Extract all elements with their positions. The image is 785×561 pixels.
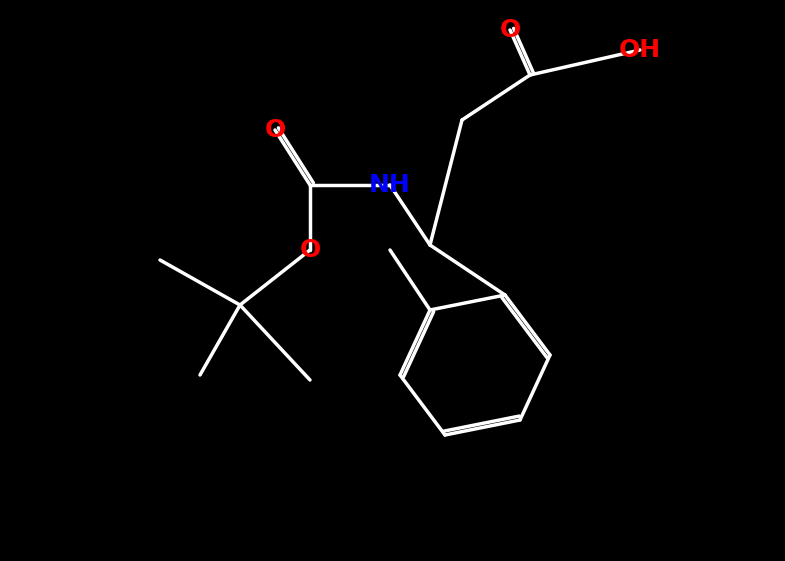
Text: O: O: [265, 118, 286, 142]
Text: OH: OH: [619, 38, 661, 62]
Text: O: O: [499, 18, 520, 42]
Text: NH: NH: [369, 173, 411, 197]
Text: O: O: [299, 238, 320, 262]
